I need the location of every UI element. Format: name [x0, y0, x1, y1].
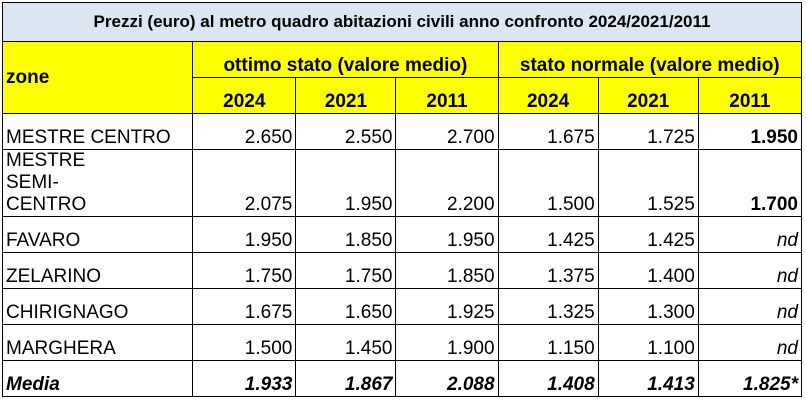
zone-cell: CHIRIGNAGO: [1, 288, 194, 325]
value-cell: 1.100: [597, 324, 699, 361]
zone-cell: Media: [1, 360, 194, 397]
year-header: 2011: [697, 77, 803, 114]
value-cell: 1.867: [295, 360, 397, 397]
value-cell: 1.500: [497, 149, 599, 217]
value-cell: 1.850: [395, 252, 499, 289]
year-header: 2021: [295, 77, 397, 114]
value-cell: 1.300: [597, 288, 699, 325]
zone-cell: MARGHERA: [1, 324, 194, 361]
value-cell: 1.425: [597, 216, 699, 253]
value-cell: 1.500: [192, 324, 297, 361]
value-cell: 1.375: [497, 252, 599, 289]
year-header: 2024: [192, 77, 297, 114]
zone-cell: MESTRE CENTRO: [1, 113, 194, 150]
value-cell: 1.950: [192, 216, 297, 253]
year-header: 2011: [395, 77, 499, 114]
value-cell: 1.725: [597, 113, 699, 150]
value-cell: 1.650: [295, 288, 397, 325]
row: ZELARINO 1.750 1.750 1.850 1.375 1.400 nd: [1, 252, 803, 289]
value-cell: 1.525: [597, 149, 699, 217]
value-cell: 1.950: [697, 113, 803, 150]
zone-cell: FAVARO: [1, 216, 194, 253]
value-cell: 2.650: [192, 113, 297, 150]
value-cell: 1.925: [395, 288, 499, 325]
value-cell: 2.550: [295, 113, 397, 150]
value-cell: 1.325: [497, 288, 599, 325]
value-cell: 2.075: [192, 149, 297, 217]
year-header: 2024: [497, 77, 599, 114]
value-cell: 2.700: [395, 113, 499, 150]
value-cell: 1.825*: [697, 360, 803, 397]
value-cell: nd: [697, 288, 803, 325]
average-row: Media 1.933 1.867 2.088 1.408 1.413 1.825*: [1, 360, 803, 397]
year-header: 2021: [597, 77, 699, 114]
value-cell: 1.400: [597, 252, 699, 289]
value-cell: 1.675: [497, 113, 599, 150]
value-cell: 1.675: [192, 288, 297, 325]
value-cell: 1.750: [192, 252, 297, 289]
value-cell: 1.425: [497, 216, 599, 253]
value-cell: 1.450: [295, 324, 397, 361]
value-cell: 1.750: [295, 252, 397, 289]
value-cell: 1.700: [697, 149, 803, 217]
zone-cell: MESTRE SEMI-CENTRO: [1, 149, 194, 217]
value-cell: 1.933: [192, 360, 297, 397]
zone-cell: ZELARINO: [1, 252, 194, 289]
value-cell: 1.950: [295, 149, 397, 217]
value-cell: 1.408: [497, 360, 599, 397]
row: MESTRE SEMI-CENTRO 2.075 1.950 2.200 1.5…: [1, 149, 803, 217]
value-cell: 1.413: [597, 360, 699, 397]
value-cell: 1.150: [497, 324, 599, 361]
value-cell: nd: [697, 216, 803, 253]
value-cell: 1.900: [395, 324, 499, 361]
value-cell: 1.850: [295, 216, 397, 253]
row: CHIRIGNAGO 1.675 1.650 1.925 1.325 1.300 nd: [1, 288, 803, 325]
table-title: Prezzi (euro) al metro quadro abitazioni…: [2, 2, 802, 42]
row: MARGHERA 1.500 1.450 1.900 1.150 1.100 nd: [1, 324, 803, 361]
title-row: Prezzi (euro) al metro quadro abitazioni…: [2, 2, 802, 42]
group-row: zone ottimo stato (valore medio) stato n…: [1, 41, 803, 114]
value-cell: 2.200: [395, 149, 499, 217]
group-header: stato normale (valore medio): [497, 41, 803, 78]
row: MESTRE CENTRO 2.650 2.550 2.700 1.675 1.…: [1, 113, 803, 150]
group-header: ottimo stato (valore medio): [192, 41, 499, 78]
value-cell: nd: [697, 252, 803, 289]
row: FAVARO 1.950 1.850 1.950 1.425 1.425 nd: [1, 216, 803, 253]
value-cell: nd: [697, 324, 803, 361]
zone-header: zone: [1, 41, 194, 114]
value-cell: 1.950: [395, 216, 499, 253]
year-row: 2024 2021 2011 2024 2021 2011: [3, 77, 803, 114]
zone-text: MESTRE SEMI-CENTRO: [6, 150, 87, 216]
value-cell: 2.088: [395, 360, 499, 397]
